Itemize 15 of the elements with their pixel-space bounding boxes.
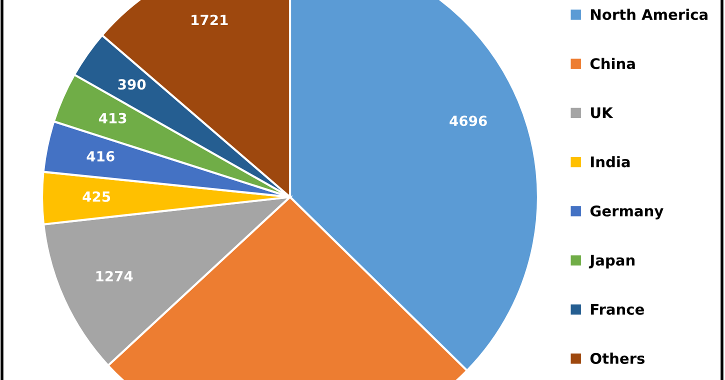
data-label: 425 [82, 191, 110, 202]
data-label: 390 [118, 79, 146, 90]
data-label: 413 [98, 112, 126, 124]
legend-label: France [591, 304, 644, 315]
legend-label: Japan [588, 254, 634, 269]
legend-label: Germany [590, 205, 664, 220]
data-label: 4696 [450, 116, 487, 126]
legend-label: China [590, 58, 635, 70]
legend-label: North America [591, 8, 708, 20]
legend-label: UK [591, 107, 614, 118]
legend-label: Others [590, 352, 645, 364]
data-label: 1274 [96, 270, 133, 282]
legend-label: India [591, 156, 630, 168]
data-label: 1721 [192, 14, 228, 25]
data-label: 416 [86, 151, 114, 162]
